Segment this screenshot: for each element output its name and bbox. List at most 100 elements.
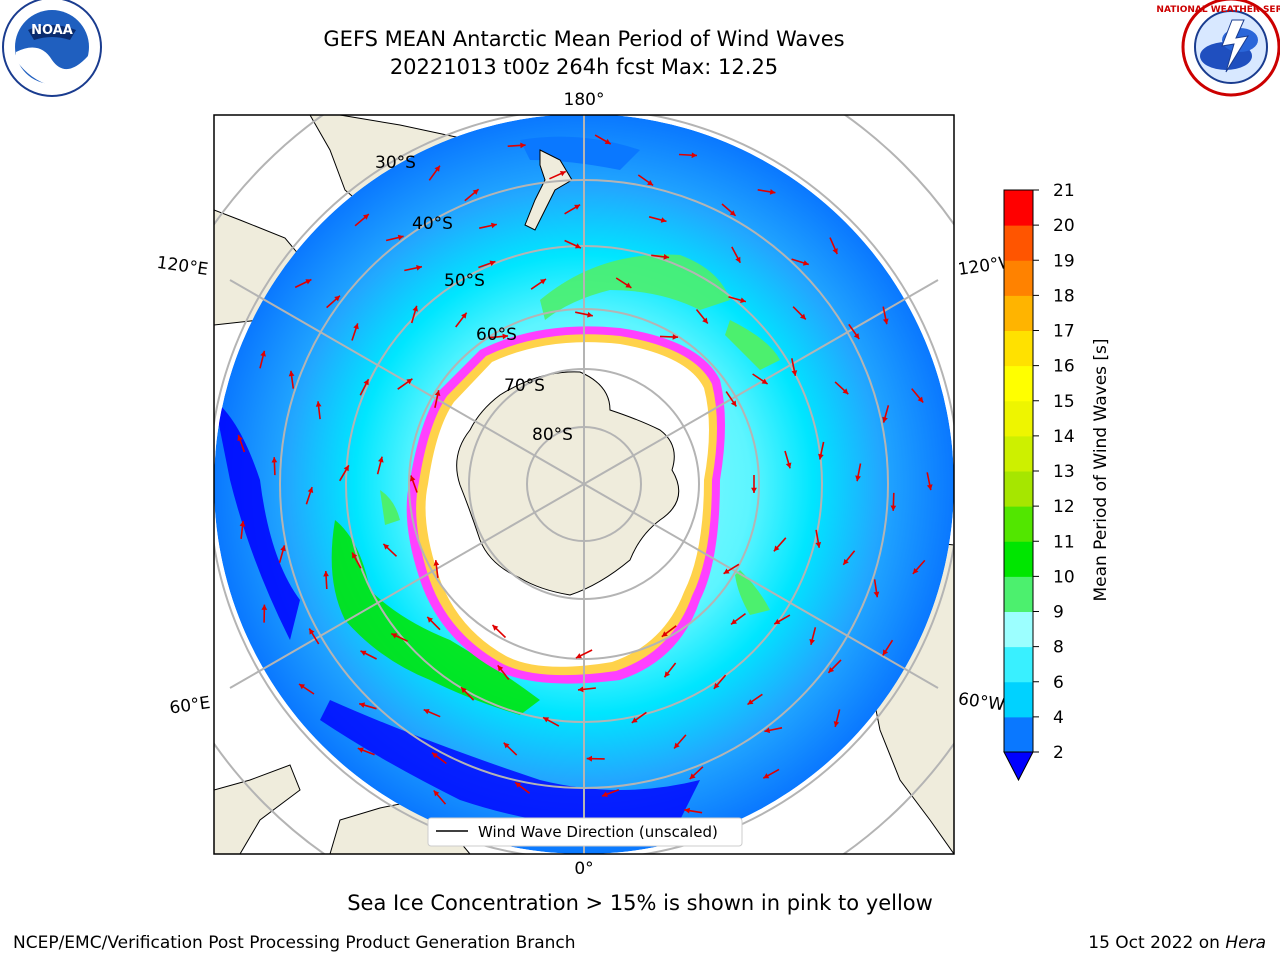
lat-label-40s: 40°S: [412, 214, 453, 234]
wind-wave-arrow-head: [502, 333, 508, 340]
wind-wave-arrow-head: [397, 234, 404, 241]
colorbar-tick-label: 9: [1053, 603, 1064, 623]
wind-wave-arrow-head: [843, 558, 849, 565]
wind-wave-arrow-head: [802, 260, 809, 266]
colorbar-segment: [1004, 330, 1033, 367]
wind-wave-arrow-head: [288, 370, 295, 377]
wind-wave-arrow-head: [791, 370, 798, 376]
colorbar-segment: [1004, 260, 1033, 296]
wind-wave-arrow-head: [540, 279, 546, 285]
wind-wave-arrow-head: [873, 591, 880, 598]
map-title: GEFS MEAN Antarctic Mean Period of Wind …: [323, 27, 845, 51]
wind-wave-arrow-head: [713, 682, 720, 689]
latitude-labels: 30°S 40°S 50°S 60°S 70°S 80°S: [375, 153, 573, 445]
wind-wave-arrow-head: [689, 773, 696, 780]
colorbar-segment: [1004, 541, 1033, 577]
lat-label-70s: 70°S: [504, 376, 545, 396]
wind-wave-arrow-head: [497, 665, 504, 672]
wind-wave-arrow-head: [239, 521, 246, 527]
wind-wave-arrow-head: [882, 649, 889, 656]
green-zone-pacific: [540, 254, 730, 320]
lon-label-60e: 60°E: [168, 693, 211, 718]
wind-wave-arrow-head: [503, 742, 510, 749]
wind-wave-arrow-head: [363, 379, 369, 386]
wind-wave-arrow-head: [774, 618, 781, 624]
colorbar-segment: [1004, 646, 1033, 683]
wind-wave-arrow-head: [647, 180, 654, 186]
wind-wave-arrow-head: [237, 435, 243, 441]
wind-wave-arrow-head: [383, 543, 390, 550]
colorbar-tick-label: 15: [1053, 392, 1075, 412]
date-label: 15 Oct 2022 on: [1088, 933, 1226, 953]
colorbar-tick-label: 11: [1053, 532, 1075, 552]
wind-wave-arrow-head: [271, 457, 278, 463]
wind-wave-arrow-head: [578, 686, 584, 693]
colorbar-tick-label: 2: [1053, 743, 1064, 763]
wind-wave-arrow-head: [491, 222, 497, 229]
arrow-legend: Wind Wave Direction (unscaled): [427, 817, 743, 847]
credit-text: NCEP/EMC/Verification Post Processing Pr…: [13, 933, 576, 953]
wind-wave-arrow-head: [751, 487, 757, 493]
date-text: 15 Oct 2022 on Hera: [1088, 933, 1266, 953]
legend-label: Wind Wave Direction (unscaled): [478, 823, 718, 841]
lon-label-180: 180°: [564, 90, 605, 110]
wind-wave-arrow-head: [672, 334, 678, 340]
nws-logo: NATIONAL WEATHER SERVICE: [1156, 0, 1280, 97]
wind-wave-arrow-head: [882, 318, 889, 325]
colorbar-tick-label: 19: [1053, 251, 1075, 271]
wind-wave-arrow-head: [674, 742, 680, 749]
map-subtitle: 20221013 t00z 264h fcst Max: 12.25: [389, 55, 779, 79]
wind-wave-arrow-head: [586, 755, 592, 762]
lat-label-80s: 80°S: [532, 425, 573, 445]
wind-wave-arrow-head: [574, 204, 581, 210]
wind-wave-arrow-head: [363, 214, 369, 220]
colorbar-segment: [1004, 365, 1033, 402]
wind-wave-arrow-head: [785, 462, 792, 469]
graticule: [214, 115, 954, 854]
wind-wave-arrow-head: [729, 210, 736, 216]
wind-wave-arrow-head: [334, 295, 340, 302]
wind-wave-arrow-head: [378, 456, 384, 463]
wind-wave-arrow-head: [818, 453, 824, 460]
wind-wave-arrow-head: [434, 390, 441, 396]
wind-wave-arrow-head: [587, 311, 593, 318]
wind-wave-arrow-head: [660, 217, 667, 223]
wind-wave-arrow-head: [515, 782, 522, 788]
colorbar-tick-label: 4: [1053, 708, 1064, 728]
colorbar-segment: [1004, 295, 1033, 331]
wind-wave-arrow-head: [663, 254, 670, 260]
wind-wave-arrow-head: [461, 312, 467, 319]
wind-wave-arrow-head: [912, 568, 919, 574]
wind-wave-arrow-head: [764, 727, 771, 734]
colorbar-segment: [1004, 506, 1033, 542]
wind-wave-arrow-head: [359, 702, 366, 708]
wind-wave-arrow-head: [433, 790, 440, 797]
wind-wave-arrow-head: [360, 650, 367, 656]
lat-label-60s: 60°S: [476, 325, 517, 345]
wind-wave-arrow-head: [472, 189, 479, 195]
wind-wave-arrow-head: [723, 568, 730, 574]
colorbar-tick-label: 13: [1053, 462, 1075, 482]
noaa-logo-text: NOAA: [31, 23, 73, 38]
colorbar-tick-label: 14: [1053, 427, 1075, 447]
lat-label-50s: 50°S: [444, 271, 485, 291]
map-frame: [213, 114, 955, 855]
wind-wave-arrow-head: [575, 243, 581, 249]
wind-wave-arrow-head: [423, 709, 430, 715]
wind-wave-arrows: [237, 134, 933, 834]
wind-wave-arrow-head: [575, 653, 582, 659]
noaa-logo: NOAA: [2, 0, 102, 97]
colorbar-segment: [1004, 681, 1033, 718]
lon-label-120e: 120°E: [155, 253, 209, 280]
wind-wave-arrow-head: [416, 265, 422, 271]
wind-wave-arrow-head: [352, 552, 358, 559]
colorbar-segment: [1004, 400, 1033, 437]
colorbar-tick-label: 10: [1053, 567, 1075, 587]
wind-wave-arrow-head: [343, 465, 349, 472]
wind-wave-arrow-head: [842, 388, 849, 395]
wind-wave-arrow-head: [926, 484, 933, 491]
wind-wave-arrow-head: [432, 752, 438, 759]
wind-wave-arrow-head: [731, 618, 737, 625]
colorbar-tick-label: 21: [1053, 181, 1075, 201]
